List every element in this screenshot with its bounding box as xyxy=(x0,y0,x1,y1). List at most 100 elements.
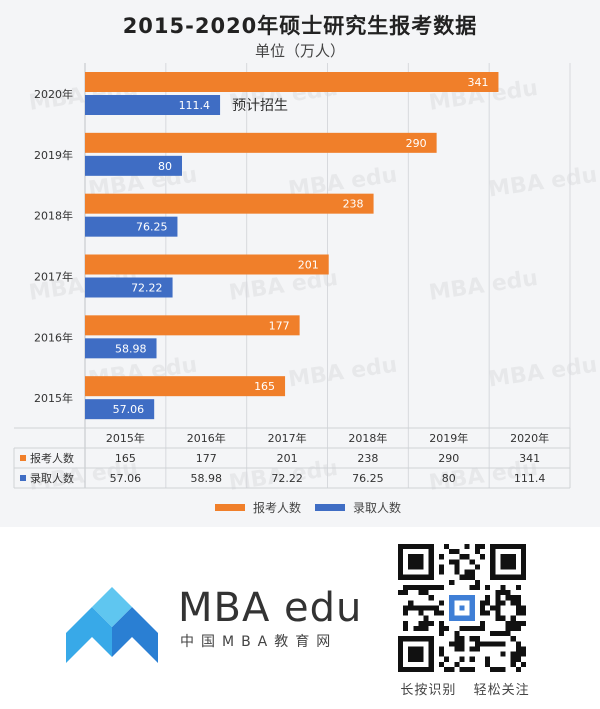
legend-item-applicants: 报考人数 xyxy=(215,499,301,516)
watermark-text: MBA edu xyxy=(487,353,599,393)
qr-module xyxy=(474,579,480,585)
value-label-admitted: 57.06 xyxy=(113,403,145,416)
qr-module xyxy=(413,605,419,611)
qr-module xyxy=(418,605,424,611)
qr-module xyxy=(510,625,516,632)
table-row-label: 录取人数 xyxy=(30,472,74,485)
table-row-label: 报考人数 xyxy=(30,451,74,465)
qr-module xyxy=(454,641,460,647)
brand-name: MBA edu xyxy=(178,585,363,631)
qr-module xyxy=(490,631,496,637)
qr-module xyxy=(479,641,486,647)
qr-module xyxy=(485,595,491,601)
qr-module xyxy=(469,625,475,632)
qr-module xyxy=(413,625,419,632)
value-label-admitted: 72.22 xyxy=(131,282,163,295)
table-cell: 72.22 xyxy=(271,472,303,485)
qr-module xyxy=(510,636,516,642)
bar-admitted xyxy=(85,155,182,176)
qr-code[interactable] xyxy=(398,544,526,672)
qr-module xyxy=(444,656,450,662)
qr-module xyxy=(510,661,516,667)
table-cell: 177 xyxy=(196,452,217,465)
qr-module xyxy=(459,656,465,662)
qr-module xyxy=(474,544,480,550)
qr-module xyxy=(423,590,429,596)
qr-module xyxy=(454,636,460,642)
qr-module xyxy=(515,656,521,662)
qr-module xyxy=(485,656,491,662)
mba-edu-logo xyxy=(66,587,158,663)
qr-module xyxy=(469,574,475,580)
category-label: 2018年 xyxy=(34,209,73,223)
qr-module xyxy=(495,600,501,606)
qr-module xyxy=(515,600,521,606)
legend-label-applicants: 报考人数 xyxy=(253,501,302,515)
table-cell: 238 xyxy=(357,452,378,465)
qr-module xyxy=(520,646,526,652)
qr-module xyxy=(469,569,475,575)
bar-applicants xyxy=(85,132,437,153)
table-cell: 201 xyxy=(277,452,298,465)
qr-module xyxy=(464,554,470,560)
qr-module xyxy=(520,651,526,657)
qr-module xyxy=(433,584,439,591)
qr-module xyxy=(454,559,460,565)
qr-module xyxy=(438,584,445,591)
qr-module xyxy=(403,584,409,591)
table-cell: 80 xyxy=(442,472,456,485)
qr-module xyxy=(428,605,434,611)
qr-module xyxy=(505,590,511,596)
table-cell: 290 xyxy=(438,452,459,465)
qr-module xyxy=(500,641,506,647)
qr-module xyxy=(464,666,470,672)
chart-subtitle: 单位（万人） xyxy=(254,42,345,60)
value-label-admitted: 111.4 xyxy=(179,99,211,112)
qr-caption-right: 轻松关注 xyxy=(473,683,530,698)
qr-module xyxy=(490,641,496,647)
qr-module xyxy=(474,584,480,591)
qr-module xyxy=(474,641,480,647)
qr-module xyxy=(515,641,521,647)
qr-module xyxy=(500,590,506,596)
qr-module xyxy=(515,595,521,601)
qr-module xyxy=(438,620,445,626)
category-label: 2016年 xyxy=(34,330,73,344)
qr-module xyxy=(479,625,486,632)
qr-module xyxy=(438,646,445,652)
bar-applicants xyxy=(85,72,499,92)
category-label: 2019年 xyxy=(34,148,73,162)
qr-module xyxy=(398,590,404,596)
qr-module xyxy=(438,661,445,667)
value-label-admitted: 76.25 xyxy=(136,221,168,234)
qr-module xyxy=(495,595,501,601)
bar-admitted xyxy=(85,338,157,359)
footer: MBA edu 中国MBA教育网 长按识别 轻松关注 xyxy=(0,527,600,709)
qr-module xyxy=(479,544,486,550)
chart-title: 2015-2020年硕士研究生报考数据 xyxy=(122,14,478,38)
qr-module xyxy=(449,559,455,565)
qr-module xyxy=(515,666,521,672)
qr-module xyxy=(500,600,506,606)
value-label-admitted: 58.98 xyxy=(115,342,147,355)
qr-module xyxy=(510,600,516,606)
qr-module xyxy=(428,620,434,626)
qr-module xyxy=(449,666,455,672)
qr-module xyxy=(408,554,424,570)
qr-module xyxy=(418,620,424,626)
qr-module xyxy=(500,615,506,621)
value-label-applicants: 341 xyxy=(467,76,488,89)
qr-module xyxy=(510,656,516,662)
qr-module xyxy=(500,631,506,637)
qr-module xyxy=(403,620,409,626)
qr-module xyxy=(469,636,475,642)
qr-module xyxy=(515,651,521,657)
brand-subtitle: 中国MBA教育网 xyxy=(180,634,338,650)
qr-module xyxy=(515,620,521,626)
qr-module xyxy=(500,666,506,672)
qr-module xyxy=(469,646,475,652)
qr-module xyxy=(454,549,460,555)
qr-module xyxy=(469,584,475,591)
qr-module xyxy=(459,666,465,672)
